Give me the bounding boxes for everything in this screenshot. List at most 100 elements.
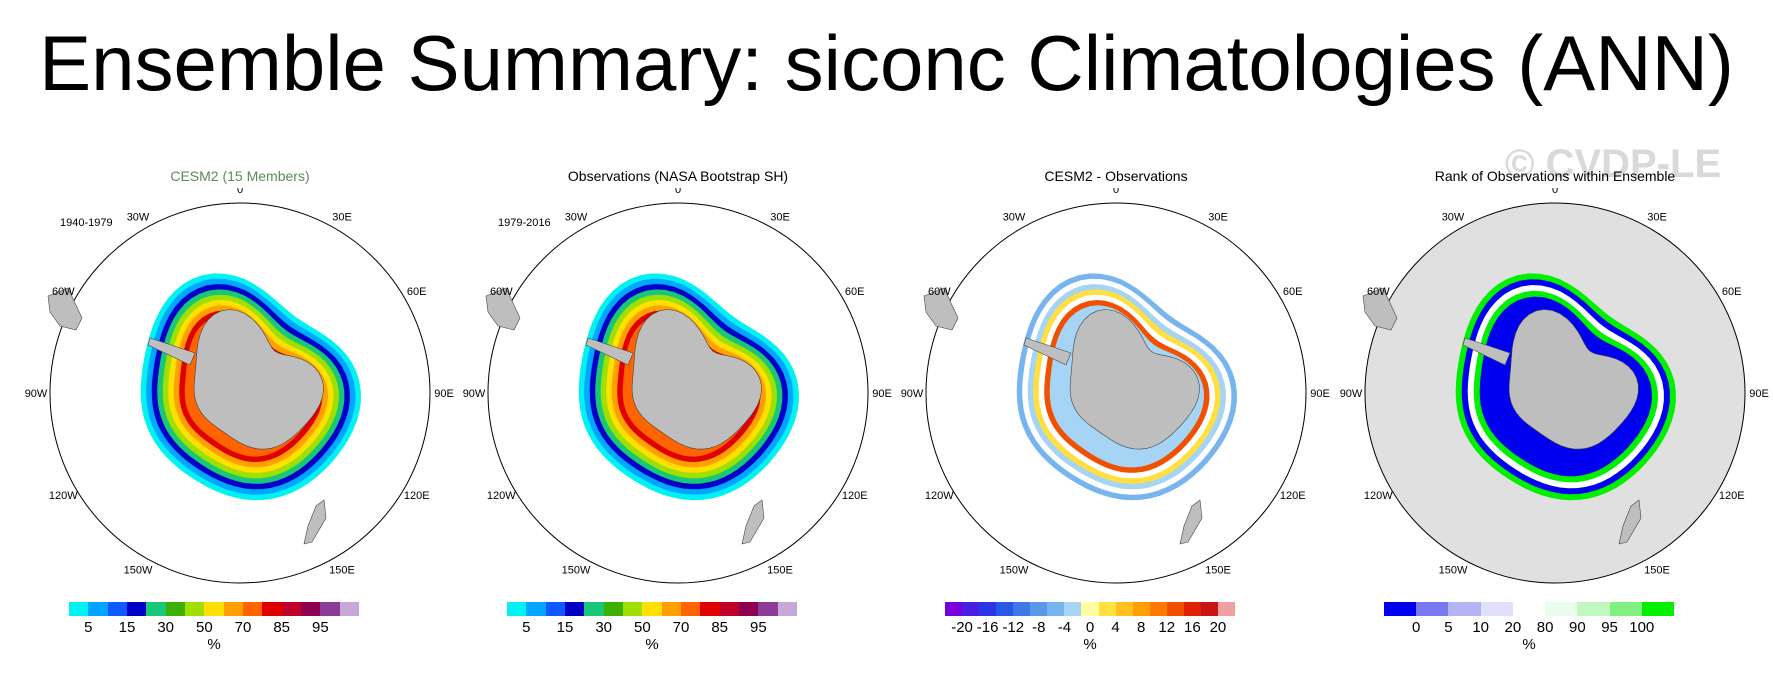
colorbar-tick-label: 70 xyxy=(672,619,690,636)
colorbar-box xyxy=(623,602,643,616)
antarctica-landmass xyxy=(631,309,762,450)
longitude-label: 120W xyxy=(49,490,78,502)
polar-map: 030E60E90E120E150E180150W120W90W60W30W xyxy=(25,188,454,584)
longitude-label: 150E xyxy=(1205,565,1231,577)
colorbar-box xyxy=(1512,602,1546,616)
colorbar-box xyxy=(681,602,701,616)
colorbar-box xyxy=(243,602,263,616)
longitude-label: 150W xyxy=(1439,565,1468,577)
colorbar-tick-label: -12 xyxy=(1002,619,1025,636)
longitude-label: 120W xyxy=(487,490,516,502)
longitude-label: 150E xyxy=(329,565,355,577)
colorbar-tick-label: 20 xyxy=(1504,619,1522,636)
new-zealand-landmass xyxy=(1179,499,1203,545)
longitude-label: 150W xyxy=(562,565,591,577)
panel-rank: Rank of Observations within Ensemble 0 30E… xyxy=(1335,160,1773,670)
colorbar-box xyxy=(545,602,566,616)
south-america-landmass xyxy=(923,287,959,331)
colorbar-box xyxy=(962,602,980,616)
longitude-label: 0 xyxy=(1552,188,1558,196)
colorbar-box xyxy=(204,602,225,616)
panel-title: CESM2 (15 Members) xyxy=(170,168,310,184)
colorbar-tick-label: 95 xyxy=(1601,619,1618,636)
colorbar-box xyxy=(165,602,186,616)
colorbar-box xyxy=(1149,602,1168,616)
antarctica-landmass xyxy=(193,309,324,450)
antarctic-peninsula xyxy=(1462,337,1511,366)
panel-title: Rank of Observations within Ensemble xyxy=(1434,168,1676,184)
colorbar-tick-label: 30 xyxy=(595,619,612,636)
period-label: 1979-2016 xyxy=(498,217,551,229)
longitude-label: 90E xyxy=(872,388,892,400)
colorbar-box xyxy=(758,602,779,616)
colorbar-box xyxy=(996,602,1014,616)
longitude-label: 90W xyxy=(463,388,486,400)
colorbar-units: % xyxy=(207,636,221,653)
colorbar-box xyxy=(1217,602,1236,616)
longitude-label: 30W xyxy=(1003,211,1026,223)
antarctic-peninsula xyxy=(585,337,634,366)
watermark: © CVDP-LE xyxy=(1505,142,1722,186)
longitude-label: 30E xyxy=(1647,211,1667,223)
colorbar-tick-label: 0 xyxy=(1085,619,1095,636)
colorbar-box xyxy=(945,602,963,616)
longitude-label: 60E xyxy=(1283,286,1303,298)
colorbar-box xyxy=(320,602,341,616)
colorbar-tick-label: 15 xyxy=(556,619,574,636)
colorbar-box xyxy=(69,602,89,616)
page-title: Ensemble Summary: siconc Climatologies (… xyxy=(39,19,1734,107)
longitude-label: 60W xyxy=(52,286,75,298)
colorbar-box xyxy=(584,602,605,616)
panel-difference: CESM2 - Observations030E60E90E120E150E18… xyxy=(896,160,1336,670)
longitude-label: 90E xyxy=(434,388,454,400)
colorbar-box xyxy=(1081,602,1100,616)
new-zealand-landmass xyxy=(1618,499,1642,545)
longitude-label: 90W xyxy=(1340,388,1363,400)
panel-cesm2: CESM2 (15 Members) 1940-1979 0 30E 60E 90E 120… xyxy=(20,160,460,670)
colorbar-box xyxy=(507,602,527,616)
colorbar-box xyxy=(339,602,360,616)
colorbar-box xyxy=(700,602,721,616)
south-america-landmass xyxy=(485,287,521,331)
longitude-label: 150W xyxy=(124,565,153,577)
colorbar-box xyxy=(146,602,167,616)
colorbar-tick-label: -4 xyxy=(1057,619,1072,636)
colorbar-box xyxy=(1132,602,1151,616)
colorbar-box xyxy=(127,602,147,616)
colorbar-tick-label: 50 xyxy=(633,619,651,636)
longitude-label: 120W xyxy=(925,490,954,502)
colorbar-box xyxy=(1047,602,1065,616)
new-zealand-landmass xyxy=(303,499,327,545)
colorbar-box xyxy=(1013,602,1031,616)
longitude-label: 60E xyxy=(1722,286,1742,298)
colorbar-tick-label: 15 xyxy=(118,619,136,636)
longitude-label: 30W xyxy=(127,211,150,223)
colorbar-box xyxy=(1064,602,1082,616)
colorbar-box xyxy=(1200,602,1219,616)
colorbar-box xyxy=(526,602,547,616)
south-america-landmass xyxy=(1362,287,1398,331)
longitude-label: 60E xyxy=(845,286,865,298)
longitude-label: 120E xyxy=(1719,490,1745,502)
colorbar-box xyxy=(1098,602,1117,616)
colorbar-box xyxy=(719,602,740,616)
colorbar-box xyxy=(1183,602,1202,616)
colorbar-tick-label: 50 xyxy=(195,619,213,636)
colorbar-box xyxy=(642,602,663,616)
colorbar-box xyxy=(1609,602,1643,616)
longitude-label: 60W xyxy=(1367,286,1390,298)
longitude-label: 60W xyxy=(928,286,951,298)
longitude-label: 30E xyxy=(770,211,790,223)
longitude-label: 60W xyxy=(490,286,513,298)
colorbar-tick-label: -20 xyxy=(951,619,973,636)
colorbar-tick-label: 95 xyxy=(311,619,329,636)
colorbar-tick-label: 10 xyxy=(1472,619,1489,636)
longitude-label: 30E xyxy=(1208,211,1228,223)
colorbar-box xyxy=(1545,602,1578,616)
antarctic-peninsula xyxy=(1023,337,1072,366)
colorbar-box xyxy=(88,602,109,616)
colorbar-tick-label: 5 xyxy=(522,619,531,636)
colorbar-tick-label: 80 xyxy=(1536,619,1554,636)
longitude-label: 150E xyxy=(1644,565,1670,577)
longitude-label: 90E xyxy=(1749,388,1769,400)
